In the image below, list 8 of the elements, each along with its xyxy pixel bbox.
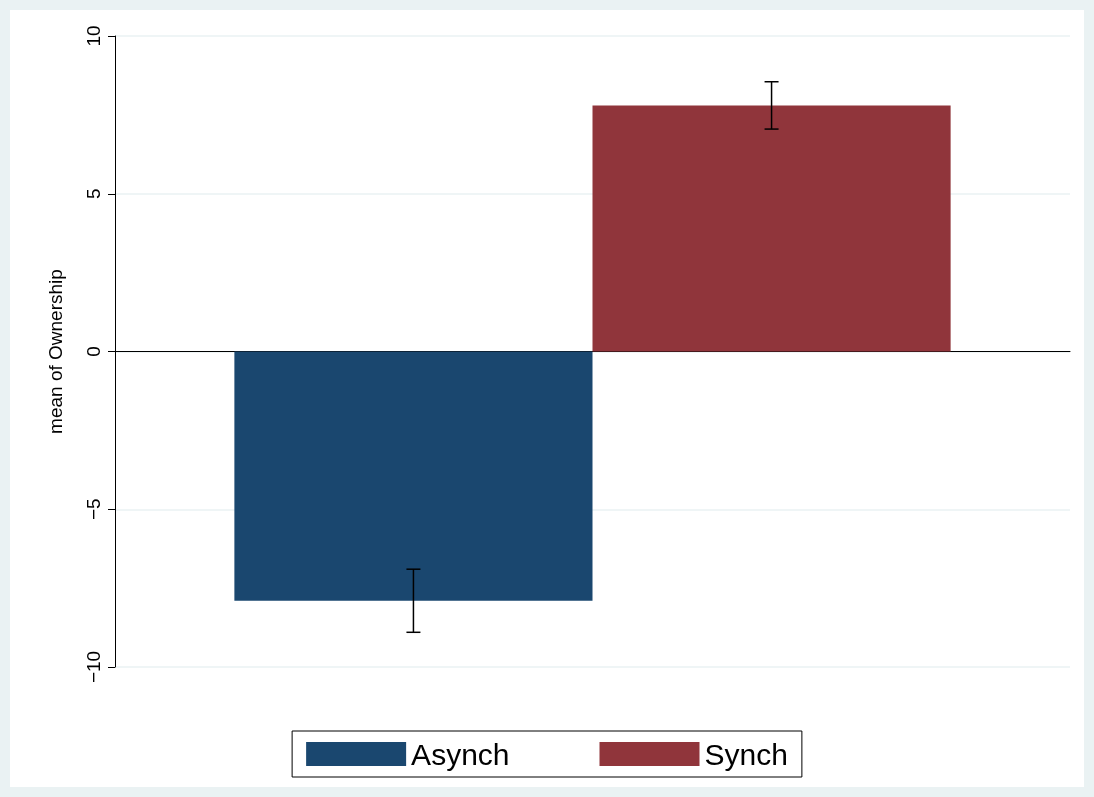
y-tick-label: 5 — [83, 188, 104, 200]
legend-label: Synch — [704, 737, 788, 771]
y-tick-label: −5 — [83, 498, 104, 521]
legend-label: Asynch — [411, 737, 510, 771]
y-tick-label: 10 — [83, 25, 104, 47]
y-tick-label: 0 — [83, 346, 104, 357]
y-axis-title: mean of Ownership — [45, 269, 66, 434]
y-tick-label: −10 — [83, 650, 104, 684]
